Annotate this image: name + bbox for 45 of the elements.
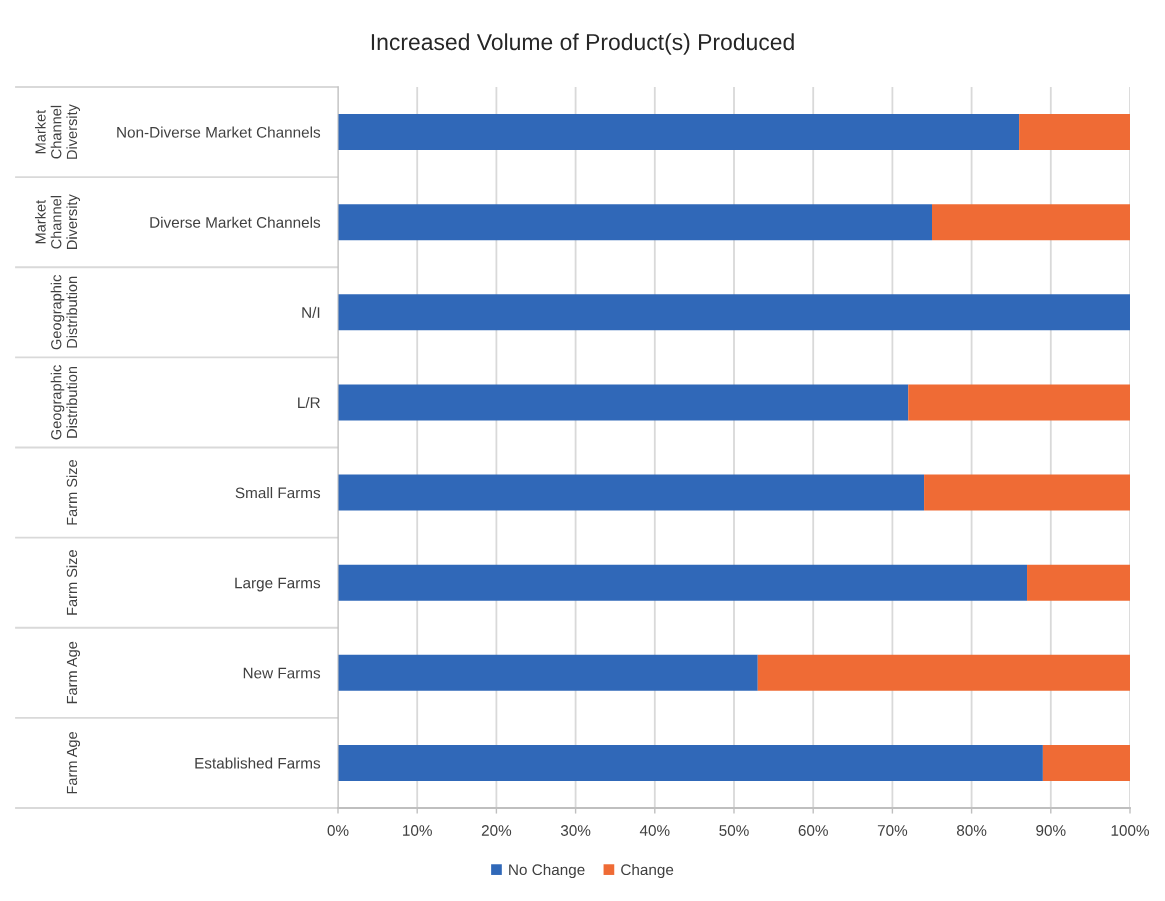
- y-tick-label: L/R: [298, 396, 320, 409]
- bar: [338, 654, 758, 691]
- bar: [1027, 564, 1130, 601]
- bar: [338, 294, 1130, 331]
- chart-title: Increased Volume of Product(s) Produced: [371, 33, 794, 55]
- x-tick-label: 10%: [403, 825, 432, 836]
- y-tick-label: N/I: [302, 306, 320, 318]
- bar: [338, 744, 1043, 781]
- x-tick-label: 80%: [956, 825, 987, 836]
- text: Farm Age: [66, 731, 80, 794]
- text: Market Channel Diversity: [34, 104, 80, 159]
- y-tick-label: New Farms: [243, 667, 321, 679]
- text: Geographic Distribution: [50, 275, 78, 350]
- text: Geographic Distribution: [50, 365, 78, 440]
- bar: [338, 564, 1028, 601]
- y-tick-label: Large Farms: [235, 577, 321, 592]
- bar: [1042, 744, 1130, 781]
- text: Farm Size: [66, 459, 78, 525]
- text: Market Channel Diversity: [34, 194, 80, 249]
- legend-label: No Change: [509, 863, 585, 879]
- legend-label: Change: [621, 863, 674, 879]
- bar: [338, 384, 909, 421]
- x-tick-label: 20%: [481, 825, 512, 836]
- y-tick-label: Diverse Market Channels: [150, 216, 321, 228]
- x-tick-label: 70%: [877, 825, 908, 836]
- bar: [1019, 114, 1130, 151]
- x-tick-label: 40%: [639, 825, 670, 836]
- bar: [338, 204, 932, 241]
- x-tick-label: 50%: [719, 825, 749, 836]
- bar: [932, 204, 1130, 241]
- text: Farm Age: [66, 641, 80, 704]
- bar: [757, 654, 1130, 691]
- x-tick-label: 90%: [1036, 825, 1066, 836]
- bar: [924, 474, 1130, 511]
- text: Farm Size: [66, 550, 78, 615]
- bar: [338, 114, 1020, 151]
- y-tick-label: Small Farms: [235, 487, 321, 499]
- x-tick-label: 60%: [798, 825, 828, 836]
- y-tick-label: Established Farms: [195, 757, 321, 769]
- bar: [338, 474, 925, 511]
- x-tick-label: 100%: [1111, 825, 1149, 836]
- bar: [908, 384, 1130, 421]
- y-tick-label: Non-Diverse Market Channels: [117, 126, 321, 138]
- x-tick-label: 30%: [560, 825, 591, 836]
- x-tick-label: 0%: [327, 825, 349, 836]
